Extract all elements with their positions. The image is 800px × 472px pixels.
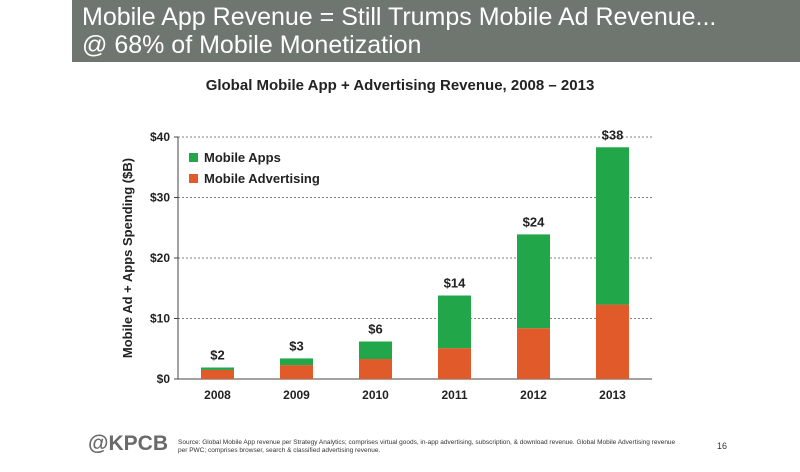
legend-label: Mobile Advertising <box>204 171 320 186</box>
kpcb-logo: @KPCB <box>88 432 168 455</box>
x-tick-label: 2012 <box>520 388 547 402</box>
total-label: $6 <box>368 321 382 336</box>
bar-mobile-advertising <box>596 304 629 379</box>
total-label: $38 <box>602 127 624 142</box>
bar-mobile-apps <box>359 341 392 360</box>
y-tick-label: $30 <box>150 191 170 205</box>
y-axis-label: Mobile Ad + Apps Spending ($B) <box>120 158 135 358</box>
total-label: $2 <box>210 348 224 363</box>
total-label: $14 <box>444 276 466 291</box>
bar-mobile-apps <box>438 295 471 349</box>
chart-title: Global Mobile App + Advertising Revenue,… <box>205 77 595 94</box>
y-tick-label: $10 <box>150 312 170 326</box>
page-number: 16 <box>717 441 728 451</box>
source-note: Source: Global Mobile App revenue per St… <box>178 439 676 454</box>
y-tick-label: $20 <box>150 251 170 265</box>
total-label: $24 <box>523 214 545 229</box>
x-tick-label: 2013 <box>599 388 626 402</box>
x-tick-label: 2008 <box>204 388 231 402</box>
x-tick-label: 2010 <box>362 388 389 402</box>
legend-label: Mobile Apps <box>204 150 281 165</box>
slide-title-line-1: Mobile App Revenue = Still Trumps Mobile… <box>82 3 717 31</box>
bar-mobile-apps <box>201 367 234 370</box>
y-tick-label: $40 <box>150 130 170 144</box>
bar-mobile-advertising <box>517 328 550 379</box>
bar-mobile-advertising <box>438 348 471 379</box>
y-tick-label: $0 <box>157 372 171 386</box>
bar-mobile-apps <box>596 147 629 305</box>
x-tick-label: 2009 <box>283 388 310 402</box>
slide-header: Mobile App Revenue = Still Trumps Mobile… <box>72 0 800 62</box>
bar-mobile-advertising <box>359 359 392 379</box>
bar-mobile-advertising <box>201 369 234 379</box>
bar-mobile-apps <box>517 234 550 329</box>
bar-mobile-apps <box>280 358 313 366</box>
legend-swatch <box>189 153 198 162</box>
bar-mobile-advertising <box>280 365 313 379</box>
slide-title-line-2: @ 68% of Mobile Monetization <box>82 31 422 59</box>
legend-swatch <box>189 174 198 183</box>
total-label: $3 <box>289 338 303 353</box>
x-tick-label: 2011 <box>441 388 467 402</box>
